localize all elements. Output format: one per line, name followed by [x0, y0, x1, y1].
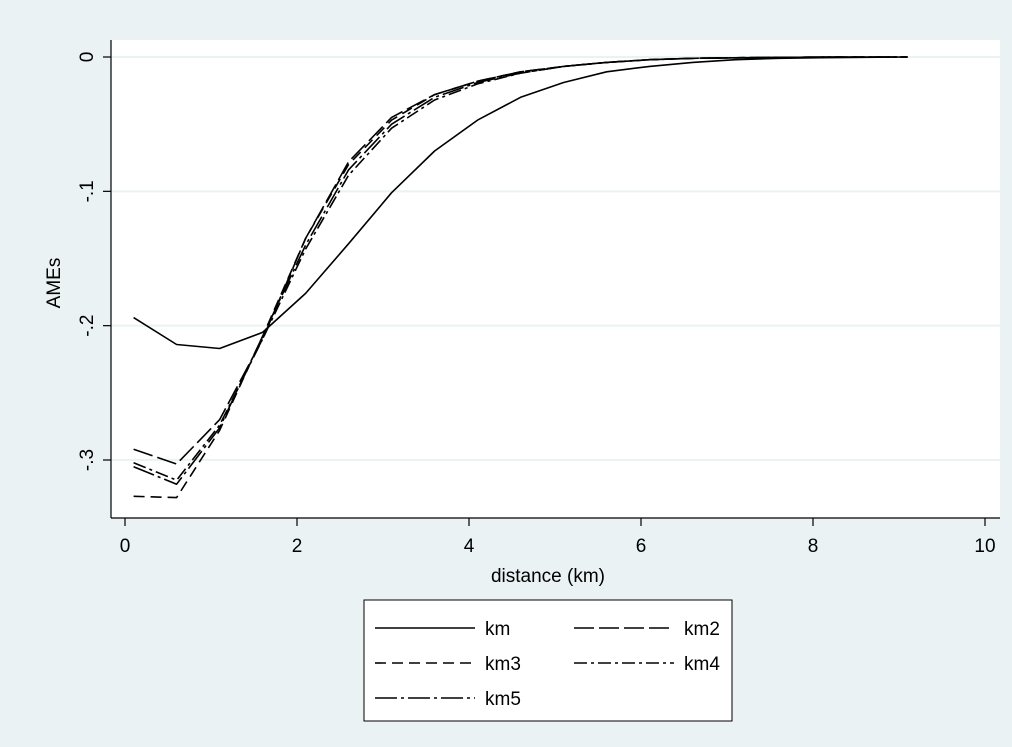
x-tick-label: 6 — [636, 536, 647, 557]
legend-label-km: km — [485, 619, 510, 640]
legend-label-km5: km5 — [485, 689, 521, 710]
x-tick-label: 10 — [974, 536, 995, 557]
x-tick-label: 0 — [120, 536, 131, 557]
plot-area — [111, 40, 1000, 518]
y-axis-title: AMEs — [44, 258, 65, 309]
ticks: 0 2 4 6 8 10 0 -.1 -.2 -.3 — [77, 52, 996, 557]
y-tick-label: -.3 — [77, 449, 98, 471]
series-lines — [133, 56, 908, 499]
legend-label-km3: km3 — [485, 654, 521, 675]
x-tick-label: 8 — [808, 536, 819, 557]
series-line-km5 — [133, 56, 908, 485]
y-tick-label: -.1 — [77, 180, 98, 202]
x-tick-label: 2 — [292, 536, 303, 557]
y-tick-label: -.2 — [77, 315, 98, 337]
legend-box — [363, 599, 733, 722]
axes — [110, 40, 1000, 519]
x-axis-title: distance (km) — [491, 566, 605, 587]
x-tick-label: 4 — [464, 536, 475, 557]
series-line-km — [133, 56, 908, 350]
legend-label-km2: km2 — [684, 619, 720, 640]
y-tick-label: 0 — [77, 52, 98, 63]
legend: km km2 km3 km4 km5 — [363, 599, 733, 722]
legend-label-km4: km4 — [684, 654, 720, 675]
